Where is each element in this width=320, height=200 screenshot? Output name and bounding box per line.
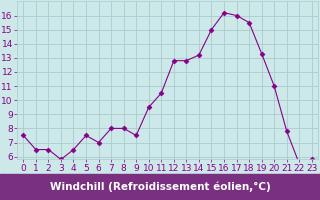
Text: Windchill (Refroidissement éolien,°C): Windchill (Refroidissement éolien,°C) <box>50 182 270 192</box>
